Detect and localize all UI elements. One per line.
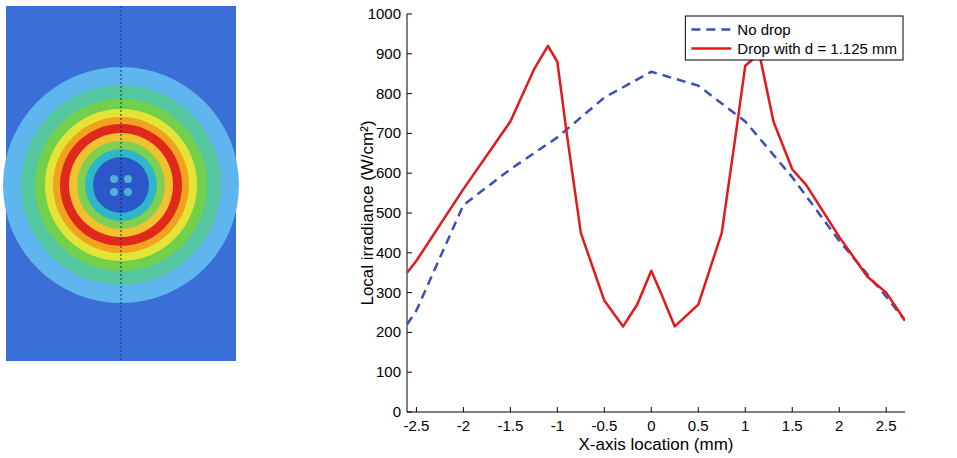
x-axis-title: X-axis location (mm) — [579, 435, 734, 454]
y-axis-title: Local irradiance (W/cm²) — [358, 120, 377, 305]
x-tick — [839, 407, 840, 412]
y-tick-label: 1000 — [368, 5, 401, 22]
x-tick-label: -1 — [551, 417, 564, 434]
y-tick — [407, 213, 412, 214]
image-line — [121, 6, 122, 361]
legend-swatch — [691, 47, 731, 50]
x-tick — [416, 407, 417, 412]
x-tick-label: 2.5 — [876, 417, 897, 434]
x-tick — [463, 407, 464, 412]
chart: -2.5 -2 -1.5 -1 -0.5 0 0.5 1 1.5 2 2.5 0 100 200 300 40… — [0, 0, 957, 458]
plot-area — [407, 46, 905, 327]
y-tick-label: 0 — [393, 403, 401, 420]
y-tick — [407, 412, 412, 413]
y-tick — [407, 53, 412, 54]
beam-image — [3, 6, 239, 361]
x-tick-label: -2.5 — [403, 417, 429, 434]
y-tick-label: 600 — [376, 164, 401, 181]
x-tick — [604, 407, 605, 412]
y-tick-label: 500 — [376, 204, 401, 221]
legend-label: No drop — [737, 21, 790, 38]
x-axis-line — [407, 412, 905, 413]
y-tick-label: 400 — [376, 244, 401, 261]
y-tick — [407, 332, 412, 333]
legend-box — [685, 16, 903, 60]
x-tick-label: 1.5 — [782, 417, 803, 434]
y-tick — [407, 372, 412, 373]
y-tick — [407, 173, 412, 174]
axes: -2.5 -2 -1.5 -1 -0.5 0 0.5 1 1.5 2 2.5 0 100 200 300 40… — [368, 5, 905, 434]
legend-swatch — [691, 28, 731, 31]
image-spot — [110, 175, 118, 183]
image-spot — [124, 175, 132, 183]
x-tick — [510, 407, 511, 412]
y-tick-label: 900 — [376, 45, 401, 62]
x-tick — [792, 407, 793, 412]
image-ring — [35, 99, 207, 271]
x-tick-label: -1.5 — [497, 417, 523, 434]
x-tick-label: 0 — [647, 417, 655, 434]
x-tick — [698, 407, 699, 412]
y-tick-label: 200 — [376, 323, 401, 340]
y-tick — [407, 14, 412, 15]
image-ring — [93, 157, 149, 213]
x-tick — [557, 407, 558, 412]
image-ring — [53, 117, 189, 253]
y-tick-label: 100 — [376, 363, 401, 380]
image-spot — [124, 188, 132, 196]
y-tick — [407, 292, 412, 293]
x-tick-label: 1 — [741, 417, 749, 434]
series-line — [407, 72, 905, 325]
image-ring — [69, 133, 173, 237]
x-tick-label: 2 — [835, 417, 843, 434]
x-tick-label: 0.5 — [688, 417, 709, 434]
legend: No drop Drop with d = 1.125 mm — [685, 16, 903, 60]
y-tick — [407, 93, 412, 94]
y-tick-label: 800 — [376, 85, 401, 102]
series-line — [407, 46, 905, 327]
y-tick — [407, 252, 412, 253]
x-tick — [651, 407, 652, 412]
legend-label: Drop with d = 1.125 mm — [737, 40, 897, 57]
x-tick — [886, 407, 887, 412]
y-tick-label: 700 — [376, 124, 401, 141]
x-tick-label: -0.5 — [591, 417, 617, 434]
image-spot — [110, 188, 118, 196]
y-tick — [407, 133, 412, 134]
x-tick-label: -2 — [457, 417, 470, 434]
x-tick — [745, 407, 746, 412]
image-ground — [6, 6, 236, 361]
y-tick-label: 300 — [376, 284, 401, 301]
